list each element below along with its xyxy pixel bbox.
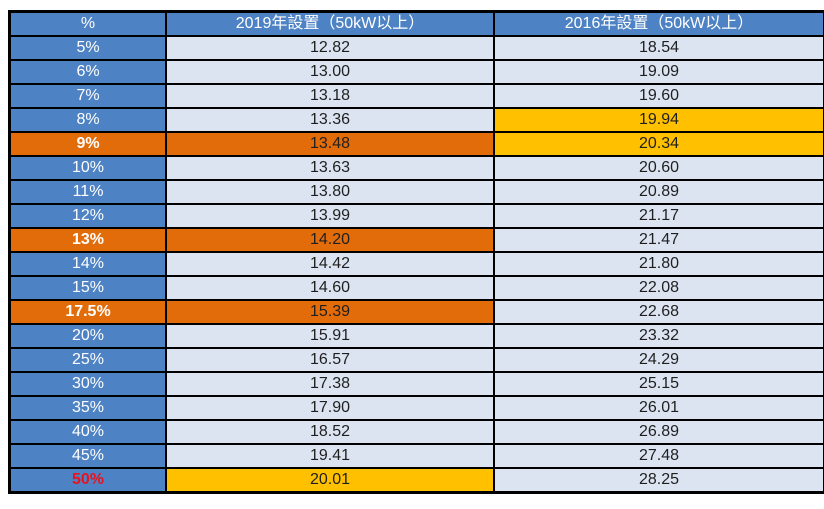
value-2019-cell: 13.00 — [165, 59, 495, 85]
percent-cell: 6% — [8, 59, 167, 85]
table-row: 6% 13.00 19.09 — [8, 59, 824, 85]
value-2019-cell: 13.99 — [165, 203, 495, 229]
percent-cell: 40% — [8, 419, 167, 445]
value-2016-cell: 20.34 — [493, 131, 824, 157]
percent-cell: 8% — [8, 107, 167, 133]
value-2016-cell: 19.09 — [493, 59, 824, 85]
value-2019-cell: 13.48 — [165, 131, 495, 157]
value-2016-cell: 26.01 — [493, 395, 824, 421]
rate-comparison-table: % 2019年設置（50kW以上） 2016年設置（50kW以上） 5% 12.… — [8, 10, 824, 494]
value-2016-cell: 23.32 — [493, 323, 824, 349]
value-2019-cell: 18.52 — [165, 419, 495, 445]
table-body: 5% 12.82 18.54 6% 13.00 19.09 7% 13.18 1… — [8, 35, 824, 494]
value-2016-cell: 28.25 — [493, 467, 824, 494]
value-2019-cell: 15.91 — [165, 323, 495, 349]
percent-cell: 14% — [8, 251, 167, 277]
value-2016-cell: 21.47 — [493, 227, 824, 253]
percent-cell: 5% — [8, 35, 167, 61]
percent-cell: 11% — [8, 179, 167, 205]
value-2019-cell: 17.90 — [165, 395, 495, 421]
table-row: 11% 13.80 20.89 — [8, 179, 824, 205]
value-2016-cell: 26.89 — [493, 419, 824, 445]
percent-cell: 10% — [8, 155, 167, 181]
value-2016-cell: 21.80 — [493, 251, 824, 277]
percent-cell: 35% — [8, 395, 167, 421]
percent-cell: 45% — [8, 443, 167, 469]
value-2019-cell: 13.80 — [165, 179, 495, 205]
value-2019-cell: 14.20 — [165, 227, 495, 253]
table-row: 25% 16.57 24.29 — [8, 347, 824, 373]
table-header: % 2019年設置（50kW以上） 2016年設置（50kW以上） — [8, 10, 824, 37]
value-2019-cell: 12.82 — [165, 35, 495, 61]
value-2016-cell: 19.94 — [493, 107, 824, 133]
percent-cell: 9% — [8, 131, 167, 157]
table-row: 40% 18.52 26.89 — [8, 419, 824, 445]
value-2019-cell: 14.42 — [165, 251, 495, 277]
percent-cell: 20% — [8, 323, 167, 349]
table-row: 7% 13.18 19.60 — [8, 83, 824, 109]
value-2019-cell: 13.18 — [165, 83, 495, 109]
percent-cell: 7% — [8, 83, 167, 109]
percent-cell: 15% — [8, 275, 167, 301]
table-row: 5% 12.82 18.54 — [8, 35, 824, 61]
table-row: 45% 19.41 27.48 — [8, 443, 824, 469]
percent-cell: 50% — [8, 467, 167, 494]
value-2019-cell: 19.41 — [165, 443, 495, 469]
value-2016-cell: 27.48 — [493, 443, 824, 469]
table-row: 50% 20.01 28.25 — [8, 467, 824, 494]
header-percent: % — [8, 10, 167, 37]
table-row: 13% 14.20 21.47 — [8, 227, 824, 253]
percent-cell: 25% — [8, 347, 167, 373]
table-row: 30% 17.38 25.15 — [8, 371, 824, 397]
table-row: 15% 14.60 22.08 — [8, 275, 824, 301]
value-2019-cell: 16.57 — [165, 347, 495, 373]
table-row: 12% 13.99 21.17 — [8, 203, 824, 229]
value-2016-cell: 21.17 — [493, 203, 824, 229]
table-row: 14% 14.42 21.80 — [8, 251, 824, 277]
table-row: 10% 13.63 20.60 — [8, 155, 824, 181]
percent-cell: 13% — [8, 227, 167, 253]
table-row: 20% 15.91 23.32 — [8, 323, 824, 349]
value-2016-cell: 20.89 — [493, 179, 824, 205]
table-row: 8% 13.36 19.94 — [8, 107, 824, 133]
value-2016-cell: 19.60 — [493, 83, 824, 109]
header-2016: 2016年設置（50kW以上） — [493, 10, 824, 37]
value-2019-cell: 14.60 — [165, 275, 495, 301]
value-2019-cell: 15.39 — [165, 299, 495, 325]
value-2016-cell: 22.08 — [493, 275, 824, 301]
header-2019: 2019年設置（50kW以上） — [165, 10, 495, 37]
percent-cell: 17.5% — [8, 299, 167, 325]
value-2019-cell: 20.01 — [165, 467, 495, 494]
table-row: 17.5% 15.39 22.68 — [8, 299, 824, 325]
value-2019-cell: 17.38 — [165, 371, 495, 397]
table-row: 35% 17.90 26.01 — [8, 395, 824, 421]
value-2016-cell: 24.29 — [493, 347, 824, 373]
value-2019-cell: 13.36 — [165, 107, 495, 133]
value-2019-cell: 13.63 — [165, 155, 495, 181]
value-2016-cell: 20.60 — [493, 155, 824, 181]
value-2016-cell: 22.68 — [493, 299, 824, 325]
value-2016-cell: 25.15 — [493, 371, 824, 397]
value-2016-cell: 18.54 — [493, 35, 824, 61]
table-row: 9% 13.48 20.34 — [8, 131, 824, 157]
percent-cell: 12% — [8, 203, 167, 229]
header-row: % 2019年設置（50kW以上） 2016年設置（50kW以上） — [8, 10, 824, 37]
percent-cell: 30% — [8, 371, 167, 397]
